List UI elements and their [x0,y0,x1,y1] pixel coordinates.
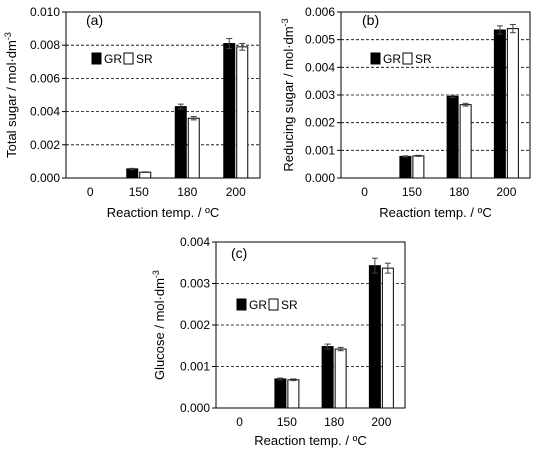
legend-swatch-sr [268,298,279,311]
x-tick-label: 180 [449,185,469,199]
x-tick-label: 150 [277,415,297,429]
bar-sr [236,46,249,179]
bar-gr [223,43,236,179]
legend: GR SR [91,52,153,66]
legend-label-gr: GR [249,298,267,312]
y-tick-label: 0.005 [305,33,335,47]
y-tick-label: 0.008 [30,38,60,52]
y-tick-label: 0.000 [305,171,335,185]
bar-sr [139,171,152,179]
bar-sr [187,117,200,179]
legend-label-sr: SR [281,298,298,312]
y-axis-label: Glucose / mol·dm-3 [151,270,167,380]
bar-gr [126,168,139,179]
y-tick-label: 0.004 [180,235,210,249]
y-axis-label-exponent: -3 [151,270,161,278]
y-tick-label: 0.002 [30,138,60,152]
y-tick-label: 0.004 [30,105,60,119]
legend-label-sr: SR [136,52,153,66]
x-tick-label: 0 [236,415,243,429]
y-tick-label: 0.003 [180,277,210,291]
chart-panel-3: 0.000 0.001 0.002 0.003 0.004 0 150 180 200 (c) GR… [151,235,406,448]
legend: GR SR [236,298,298,312]
y-tick-label: 0.000 [180,401,210,415]
bar-sr [381,267,394,409]
x-tick-label: 0 [361,185,368,199]
legend-label-sr: SR [415,52,432,66]
y-tick-label: 0.002 [305,116,335,130]
bar-gr [399,155,412,179]
panel-label: (b) [362,12,379,28]
bar-sr [459,104,472,179]
x-axis-label: Reaction temp. / ºC [379,205,491,220]
y-tick-label: 0.004 [305,60,335,74]
x-tick-label: 0 [87,185,94,199]
panel-label: (a) [86,12,103,28]
legend-swatch-sr [402,52,413,65]
y-tick-label: 0.006 [30,71,60,85]
bar-sr [412,155,425,179]
bar-gr [174,106,187,179]
bar-gr [321,346,334,409]
x-axis-label: Reaction temp. / ºC [107,205,219,220]
panel-label: (c) [231,245,247,261]
bar-gr [368,265,381,409]
legend: GR SR [370,52,432,66]
x-tick-label: 150 [402,185,422,199]
bar-sr [287,379,300,409]
chart-panel-1: 0.000 0.002 0.004 0.006 0.008 0.010 0 150 180 200… [3,5,261,220]
bar-gr [493,29,506,179]
legend-swatch-gr [370,52,381,65]
y-tick-label: 0.010 [30,5,60,19]
x-tick-label: 180 [324,415,344,429]
y-axis-label-exponent: -3 [3,32,13,40]
legend-swatch-gr [91,52,102,65]
x-axis-label: Reaction temp. / ºC [254,433,366,448]
y-tick-label: 0.001 [305,143,335,157]
x-tick-label: 200 [496,185,516,199]
y-axis-label: Reducing sugar / mol·dm-3 [280,18,296,171]
y-tick-label: 0.000 [30,171,60,185]
y-tick-label: 0.006 [305,5,335,19]
y-tick-label: 0.002 [180,318,210,332]
y-tick-label: 0.001 [180,360,210,374]
legend-swatch-sr [123,52,134,65]
y-axis-label-exponent: -3 [280,18,290,26]
bar-sr [334,348,347,409]
bar-sr [506,28,519,179]
bar-gr [274,378,287,409]
plot-frame [65,11,261,179]
x-tick-label: 200 [226,185,246,199]
y-axis-label-text: Total sugar / mol·dm [4,40,19,158]
x-tick-label: 200 [371,415,391,429]
legend-swatch-gr [236,298,247,311]
legend-label-gr: GR [383,52,401,66]
x-tick-label: 150 [129,185,149,199]
x-tick-label: 180 [177,185,197,199]
y-tick-label: 0.003 [305,88,335,102]
legend-label-gr: GR [104,52,122,66]
y-axis-label-text: Glucose / mol·dm [152,278,167,380]
y-axis-label: Total sugar / mol·dm-3 [3,32,19,158]
y-axis-label-text: Reducing sugar / mol·dm [281,26,296,171]
chart-panel-2: 0.000 0.001 0.002 0.003 0.004 0.005 0.006 0 150 1… [280,5,531,220]
bar-gr [446,95,459,179]
